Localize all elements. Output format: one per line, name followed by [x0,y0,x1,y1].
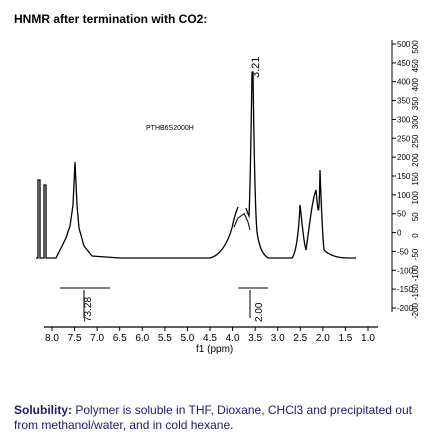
x-ticks: 8.0 7.5 7.0 6.5 6.0 5.5 5.0 4.5 4.0 3.5 3.0 2.5 2.0 1… [45,327,375,344]
sample-label: PTHB6S2000H [146,125,194,132]
x-tick-label: 1.5 [338,333,352,344]
right-tick-label: -100 [397,266,414,275]
x-tick-label: 3.0 [271,333,285,344]
right-tick-label: 0 [397,229,402,238]
right-ticks: 500450400350300250200150100500-50-100-15… [392,40,414,313]
page-title: HNMR after termination with CO2: [14,12,208,26]
x-tick-label: 3.5 [248,333,262,344]
right-tick-label-rotated: 300 [411,115,420,129]
x-tick-label: 4.5 [203,333,217,344]
right-tick-label: -50 [397,247,409,256]
right-tick-label-rotated: -100 [411,265,420,282]
spectrum-trace [36,71,356,259]
right-tick-label: 400 [397,78,411,87]
x-tick-label: 7.5 [68,333,82,344]
right-tick-label-rotated: 150 [411,172,420,186]
x-tick-label: 6.5 [113,333,127,344]
x-tick-label: 8.0 [45,333,59,344]
right-tick-label-rotated: 350 [411,96,420,110]
right-tick-label: -200 [397,304,414,313]
x-tick-label: 4.0 [226,333,240,344]
right-tick-label: 50 [397,210,406,219]
right-tick-label-rotated: 400 [411,77,420,91]
right-tick-label: 450 [397,59,411,68]
integral-value: 2.00 [254,302,265,322]
right-tick-labels-outer: 500450400350300250200150100500-50-100-15… [411,40,420,319]
x-tick-label: 7.0 [90,333,104,344]
right-tick-label-rotated: 50 [411,212,420,221]
x-tick-label: 5.0 [180,333,194,344]
nmr-spectrum: 3.21 PTHB6S2000H 73.28 2.00 8.0 7.5 7.0 6.5… [36,40,420,355]
right-tick-label-rotated: 450 [411,59,420,73]
integral-curve [233,213,245,228]
right-tick-label: 200 [397,153,411,162]
x-tick-label: 2.0 [316,333,330,344]
right-tick-label: 350 [397,97,411,106]
x-tick-label: 5.5 [158,333,172,344]
x-tick-label: 1.0 [361,333,375,344]
right-tick-label-rotated: 500 [411,40,420,54]
integral-curve [243,212,251,231]
right-tick-label: 300 [397,115,411,124]
right-tick-label-rotated: 250 [411,134,420,148]
right-tick-label: 150 [397,172,411,181]
x-axis-label: f1 (ppm) [196,344,233,355]
integral-value: 73.28 [83,297,94,322]
x-tick-label: 2.5 [293,333,307,344]
right-tick-label-rotated: -150 [411,284,420,301]
right-tick-label: 500 [397,40,411,49]
right-tick-label-rotated: -50 [411,248,420,260]
right-tick-label-rotated: 100 [411,191,420,205]
right-tick-label: 100 [397,191,411,200]
peak-label: 3.21 [250,57,262,78]
solubility-text: Polymer is soluble in THF, Dioxane, CHCl… [14,403,412,432]
x-tick-label: 6.0 [135,333,149,344]
right-tick-label: 250 [397,134,411,143]
right-tick-label-rotated: -200 [411,302,420,319]
right-tick-label-rotated: 200 [411,153,420,167]
right-tick-label-rotated: 0 [411,233,420,238]
right-tick-label: -150 [397,285,414,294]
solubility-label: Solubility: [14,403,72,417]
solubility-note: Solubility: Polymer is soluble in THF, D… [14,403,414,433]
